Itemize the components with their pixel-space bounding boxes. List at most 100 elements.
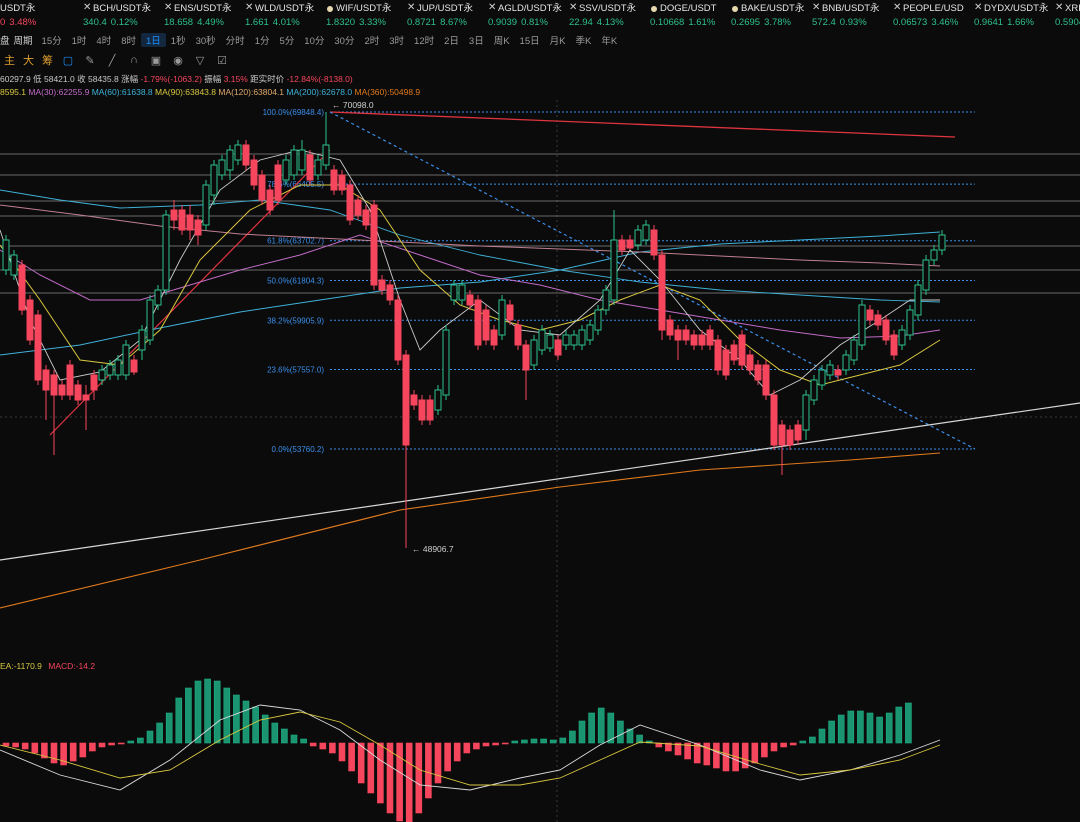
main-indicator-button[interactable]: 主 bbox=[4, 55, 15, 67]
candle-body bbox=[290, 149, 298, 176]
candle-body bbox=[154, 289, 162, 306]
ticker-item[interactable]: ✕ PEOPLE/USD 0.06573 3.46% bbox=[891, 0, 972, 30]
ticker-price: 1.8320 3.33% bbox=[326, 17, 386, 28]
ticker-item[interactable]: ✕ BNB/USDT永 572.4 0.93% bbox=[810, 0, 891, 30]
trash-icon[interactable]: ☑ bbox=[217, 54, 227, 67]
macd-bar bbox=[156, 722, 163, 744]
ticker-change: 4.01% bbox=[272, 17, 300, 28]
timeframe-option[interactable]: 12时 bbox=[414, 35, 435, 47]
candle-body bbox=[642, 224, 650, 241]
ticker-change: 3.46% bbox=[931, 17, 959, 28]
candle-body bbox=[450, 284, 458, 301]
candle-body bbox=[106, 364, 114, 376]
ticker-item[interactable]: ✕XRP/USDT 0.59040.58% bbox=[1053, 0, 1080, 30]
eye-icon[interactable]: ◉ bbox=[173, 54, 183, 67]
candle-body bbox=[570, 334, 578, 346]
ticker-item[interactable]: ✕ WLD/USDT永 1.661 4.01% bbox=[243, 0, 324, 30]
ticker-price: 340.4 0.12% bbox=[83, 17, 138, 28]
timeframe-option[interactable]: 1日 bbox=[141, 32, 166, 47]
ticker-symbol: BNB/USDT永 bbox=[822, 3, 880, 14]
close-icon[interactable]: ✕ bbox=[488, 2, 497, 13]
timeframe-option[interactable]: 10分 bbox=[304, 35, 325, 47]
timeframe-option[interactable]: 1秒 bbox=[170, 35, 186, 47]
ticker-price-value: 0.9039 bbox=[488, 17, 518, 28]
pencil-icon[interactable]: ✎ bbox=[85, 54, 95, 67]
timeframe-option[interactable]: 年K bbox=[601, 35, 618, 47]
fib-label: 61.8%(63702.7) bbox=[267, 237, 324, 246]
ticker-item[interactable]: ✕ ENS/USDT永 18.658 4.49% bbox=[162, 0, 243, 30]
candle-body bbox=[594, 309, 602, 331]
timeframe-option[interactable]: 3时 bbox=[389, 35, 405, 47]
low-price-marker: ← 48906.7 bbox=[412, 544, 454, 554]
timeframe-option[interactable]: 1时 bbox=[71, 35, 87, 47]
ticker-price-value: 0.10668 bbox=[650, 17, 685, 28]
timeframe-option[interactable]: 5分 bbox=[279, 35, 295, 47]
ticker-item[interactable]: ✕ JUP/USDT永 0.8721 8.67% bbox=[405, 0, 486, 30]
ticker-item[interactable]: ✕ SSV/USDT永 22.94 4.13% bbox=[567, 0, 648, 30]
macd-bar bbox=[415, 742, 423, 814]
timeframe-option[interactable]: 2日 bbox=[444, 35, 459, 47]
ohlc-amp-label: 振幅 bbox=[204, 74, 222, 84]
timeframe-option[interactable]: 月K bbox=[549, 35, 566, 47]
candle-body bbox=[50, 374, 58, 396]
timeframe-option[interactable]: 8时 bbox=[121, 35, 136, 47]
timeframe-option[interactable]: 2时 bbox=[364, 35, 380, 47]
macd-bar bbox=[98, 742, 106, 748]
timeframe-option[interactable]: 1分 bbox=[254, 35, 270, 47]
ticker-item[interactable]: WIF/USDT永 1.8320 3.33% bbox=[324, 0, 405, 30]
ticker-item[interactable]: DOGE/USDT 0.10668 1.61% bbox=[648, 0, 729, 30]
lock-icon[interactable]: ▣ bbox=[150, 54, 162, 67]
candle-body bbox=[122, 344, 130, 376]
close-icon[interactable]: ✕ bbox=[407, 2, 416, 13]
macd-bar bbox=[396, 742, 403, 822]
timeframe-option[interactable]: 3日 bbox=[468, 35, 484, 47]
favorite-dot-icon[interactable] bbox=[651, 6, 657, 12]
ohlc-dist-label: 距实时价 bbox=[250, 74, 285, 84]
ticker-item[interactable]: BAKE/USDT永 0.2695 3.78% bbox=[729, 0, 810, 30]
timeframe-option[interactable]: 周K bbox=[493, 35, 510, 47]
timeframe-option[interactable]: 30秒 bbox=[195, 35, 216, 47]
timeframe-option[interactable]: 15日 bbox=[519, 35, 540, 47]
candle-body bbox=[634, 229, 642, 246]
close-icon[interactable]: ✕ bbox=[812, 2, 821, 13]
ticker-price-value: 0.2695 bbox=[731, 17, 761, 28]
timeframe-option[interactable]: 季K bbox=[575, 35, 592, 47]
macd-bar bbox=[636, 734, 643, 744]
timeframe-option[interactable]: 30分 bbox=[334, 35, 355, 47]
dif-line bbox=[0, 704, 941, 791]
filter-icon[interactable]: ▽ bbox=[195, 54, 205, 67]
timeframe-option[interactable]: 15分 bbox=[41, 35, 62, 47]
close-icon[interactable]: ✕ bbox=[1055, 2, 1064, 13]
candle-body bbox=[578, 329, 586, 346]
timeframe-option[interactable]: 分时 bbox=[225, 35, 245, 47]
candle-body bbox=[610, 239, 618, 301]
close-icon[interactable]: ✕ bbox=[569, 2, 578, 13]
period-label[interactable]: 周期 bbox=[13, 35, 33, 47]
close-icon[interactable]: ✕ bbox=[974, 2, 983, 13]
close-icon[interactable]: ✕ bbox=[164, 2, 173, 13]
magnet-icon[interactable]: ∩ bbox=[130, 54, 138, 66]
macd-bar bbox=[367, 742, 375, 794]
favorite-dot-icon[interactable] bbox=[732, 6, 738, 12]
timeframe-option[interactable]: 4时 bbox=[96, 35, 112, 47]
line-tool-icon[interactable]: ╱ bbox=[108, 54, 116, 67]
cursor-icon[interactable]: ▢ bbox=[62, 54, 74, 67]
large-order-button[interactable]: 大 bbox=[23, 55, 34, 67]
close-icon[interactable]: ✕ bbox=[83, 2, 92, 13]
ticker-item[interactable]: ✕ AGLD/USDT永 0.9039 0.81% bbox=[486, 0, 567, 30]
ticker-item[interactable]: ✕ BCH/USDT永 340.4 0.12% bbox=[81, 0, 162, 30]
candle-body bbox=[866, 309, 874, 321]
macd-legend: EA:-1170.9 MACD:-14.2 bbox=[0, 661, 95, 671]
chips-button[interactable]: 筹 bbox=[42, 55, 53, 67]
candle-body bbox=[466, 294, 474, 306]
close-icon[interactable]: ✕ bbox=[893, 2, 902, 13]
candle-body bbox=[890, 334, 898, 356]
ticker-item[interactable]: ✕ DYDX/USDT永 0.9641 1.66% bbox=[972, 0, 1053, 30]
ticker-item[interactable]: USDT永 0 3.48% bbox=[0, 0, 81, 30]
macd-bar bbox=[146, 730, 154, 744]
close-icon[interactable]: ✕ bbox=[245, 2, 254, 13]
ohlc-distance: -12.84%(-8138.0) bbox=[286, 74, 353, 84]
macd-bar bbox=[405, 742, 413, 822]
favorite-dot-icon[interactable] bbox=[327, 6, 333, 12]
